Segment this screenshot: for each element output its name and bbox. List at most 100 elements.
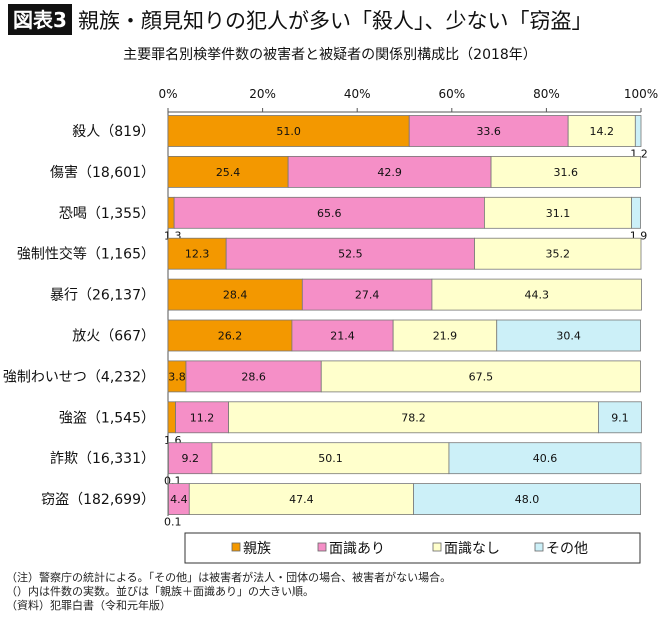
data-label: 31.1 — [546, 207, 571, 220]
bar-row: 強制わいせつ（4,232） 3.8 28.6 67.5 — [3, 360, 641, 393]
bar-segment-面識なし — [484, 196, 632, 229]
bar-row: 暴行（26,137） 28.4 27.4 44.3 — [50, 278, 642, 311]
data-label: 4.4 — [170, 493, 188, 506]
bar-segment-面識なし — [211, 442, 450, 475]
data-label: 9.1 — [611, 411, 629, 424]
category-label: 殺人（819） — [72, 124, 155, 140]
legend-swatch — [432, 542, 442, 552]
bar-segment-親族 — [167, 196, 175, 229]
bar-segment-面識あり — [287, 155, 492, 188]
legend-swatch — [317, 542, 327, 552]
bar-segment-その他 — [631, 196, 641, 229]
title-badge-text: 図表3 — [13, 8, 67, 32]
note-1: （注）警察庁の統計による。「その他」は被害者が法人・団体の場合、被害者がない場合… — [6, 570, 451, 584]
x-tick-label: 20% — [249, 87, 276, 101]
data-label: 28.6 — [241, 370, 266, 383]
legend-label: 面識なし — [444, 541, 500, 557]
legend-box — [184, 532, 641, 564]
bar-row: 傷害（18,601） 25.4 42.9 31.6 — [50, 155, 641, 188]
category-label: 恐喝（1,355） — [59, 206, 155, 222]
category-label: 放火（667） — [72, 329, 155, 345]
data-label: 21.9 — [433, 330, 458, 343]
chart-title: 親族・顔見知りの犯人が多い「殺人」、少ない「窃盗」 — [78, 9, 593, 33]
legend-label: その他 — [546, 541, 588, 557]
bar-segment-面識なし — [567, 115, 636, 147]
x-tick-label: 0% — [158, 87, 177, 101]
x-tick-label: 80% — [533, 87, 560, 101]
data-label: 28.4 — [223, 289, 248, 302]
chart-subtitle: 主要罪名別検挙件数の被害者と被疑者の関係別構成比（2018年） — [123, 47, 537, 63]
data-label: 31.6 — [554, 166, 579, 179]
data-label: 35.2 — [546, 248, 571, 261]
category-label: 強制性交等（1,165） — [17, 246, 155, 263]
bar-segment-面識なし — [474, 237, 642, 270]
data-label: 51.0 — [276, 125, 301, 138]
x-tick-label: 40% — [344, 87, 371, 101]
bar-segment-面識あり — [175, 401, 229, 434]
legend-swatch — [231, 542, 241, 552]
bar-row: 恐喝（1,355）1.365.6 31.11.9 — [59, 196, 647, 242]
bar-segment-面識あり — [168, 442, 213, 475]
legend-label: 親族 — [243, 541, 271, 557]
data-label: 3.8 — [168, 370, 186, 383]
x-tick-label: 100% — [624, 87, 658, 101]
data-label: 33.6 — [476, 125, 501, 138]
bar-segment-親族 — [167, 278, 303, 311]
data-label: 25.4 — [216, 166, 241, 179]
legend-label: 面識あり — [329, 541, 385, 557]
bar-segment-面識なし — [490, 155, 641, 188]
bar-segment-親族 — [167, 155, 289, 188]
data-label: 14.2 — [589, 125, 614, 138]
category-label: 詐欺（16,331） — [50, 451, 155, 467]
bar-segment-面識あり — [185, 360, 322, 393]
data-label: 44.3 — [524, 289, 549, 302]
bar-segment-その他 — [496, 319, 641, 352]
data-label: 9.2 — [181, 452, 199, 465]
bar-segment-親族 — [167, 401, 176, 434]
bar-row: 強制性交等（1,165） 12.3 52.5 35.2 — [17, 237, 642, 270]
bar-segment-その他 — [413, 483, 641, 516]
data-label: 42.9 — [377, 166, 402, 179]
x-tick-label: 60% — [438, 87, 465, 101]
data-label: 47.4 — [289, 493, 314, 506]
data-label: 50.1 — [318, 452, 343, 465]
bar-segment-面識なし — [431, 278, 642, 311]
category-label: 暴行（26,137） — [50, 288, 155, 304]
data-label: 78.2 — [401, 411, 426, 424]
legend: 親族 面識あり 面識なし その他 — [184, 532, 641, 564]
bar-segment-面識なし — [188, 483, 414, 516]
note-3: （資料）犯罪白書（令和元年版） — [6, 598, 171, 612]
bar-segment-面識なし — [392, 319, 498, 352]
data-label: 40.6 — [533, 452, 558, 465]
bar-segment-面識あり — [225, 237, 475, 270]
data-label: 27.4 — [355, 289, 380, 302]
bar-segment-その他 — [598, 401, 642, 434]
bars: 殺人（819） 51.0 33.6 14.21.2傷害（18,601） 25.4 42.9… — [3, 115, 648, 529]
bar-row: 詐欺（16,331）0.19.2 50.1 40.6 — [50, 442, 642, 488]
bar-segment-面識あり — [301, 278, 433, 311]
bar-segment-面識あり — [173, 196, 485, 229]
category-label: 傷害（18,601） — [50, 165, 155, 181]
data-label: 11.2 — [190, 411, 215, 424]
bar-segment-その他 — [448, 442, 642, 475]
data-label: 65.6 — [317, 207, 342, 220]
bar-row: 放火（667） 26.2 21.4 21.9 30.4 — [72, 319, 641, 352]
data-label: 52.5 — [338, 248, 363, 261]
title-badge — [8, 4, 72, 35]
bar-row: 窃盗（182,699） 0.1 4.4 47.4 48.0 — [41, 483, 641, 529]
data-label: 67.5 — [469, 370, 494, 383]
legend-swatch — [534, 542, 544, 552]
bar-row: 殺人（819） 51.0 33.6 14.21.2 — [72, 115, 648, 161]
bar-row: 強盗（1,545）1.611.2 78.2 9.1 — [59, 401, 642, 447]
bar-segment-面識なし — [320, 360, 641, 393]
category-label: 強盗（1,545） — [59, 410, 155, 426]
note-2: （）内は件数の実数。並びは「親族＋面識あり」の大きい順。 — [6, 584, 314, 598]
bar-segment-その他 — [634, 115, 642, 147]
data-label: 30.4 — [556, 330, 581, 343]
category-label: 強制わいせつ（4,232） — [3, 369, 155, 385]
data-label: 12.3 — [185, 248, 210, 261]
data-label: 48.0 — [515, 493, 540, 506]
data-label: 26.2 — [218, 330, 243, 343]
bar-segment-面識なし — [228, 401, 599, 434]
